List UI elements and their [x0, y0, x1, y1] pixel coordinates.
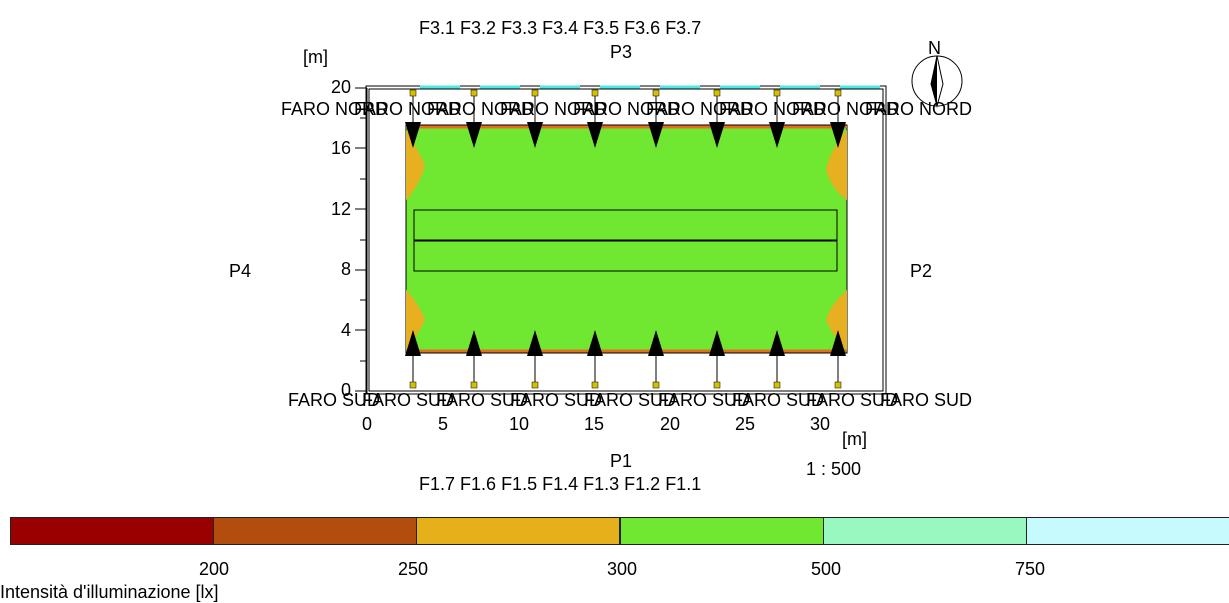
y-axis-unit: [m] [303, 47, 328, 67]
x-tick: 15 [584, 414, 605, 434]
legend-swatch [10, 517, 215, 545]
legend-value: 250 [398, 559, 429, 579]
side-label-left: P4 [229, 261, 252, 281]
faro-label: FARO NORD [646, 99, 754, 119]
lighting-plan [355, 55, 963, 395]
north-label: N [928, 38, 941, 58]
north-arrow-icon [911, 55, 963, 108]
fixture-bottom [405, 330, 421, 389]
contour-left-top [406, 130, 425, 200]
faro-label: FARO SUD [732, 390, 825, 410]
fixture-bottom [527, 330, 543, 389]
y-tick: 0 [340, 380, 351, 400]
faro-label: FARO SUD [658, 390, 751, 410]
fixture-bottom [769, 330, 785, 389]
faro-label: FARO NORD [427, 99, 535, 119]
contour-right-bottom [826, 290, 847, 350]
faro-label: FARO SUD [288, 390, 381, 410]
fixture-top [709, 89, 725, 148]
bottom-fixtures [405, 330, 846, 389]
legend-value: 200 [199, 559, 230, 579]
inner-rect-bottom [413, 240, 838, 272]
fixture-label: F1.6 [460, 474, 502, 494]
side-label-bottom: P1 [610, 451, 633, 471]
fixture-top [466, 89, 482, 148]
fixture-label: F1.7 [419, 474, 461, 494]
fixture-label: F3.5 [583, 18, 625, 38]
top-fixtures [405, 89, 846, 148]
y-tick: 4 [340, 320, 351, 340]
faro-label: FARO NORD [865, 99, 973, 119]
fixture-bottom [466, 330, 482, 389]
y-axis [355, 87, 368, 394]
y-tick: 20 [330, 77, 351, 97]
inner-rect-top [413, 209, 838, 241]
faro-label: FARO SUD [584, 390, 677, 410]
faro-label: FARO NORD [500, 99, 608, 119]
fixture-label: F3.4 [542, 18, 584, 38]
legend-swatch [416, 517, 621, 545]
fixture-label: F3.7 [665, 18, 702, 38]
faro-label: FARO SUD [806, 390, 899, 410]
legend-swatch [619, 517, 824, 545]
fixture-bottom [830, 330, 846, 389]
x-axis-unit: [m] [842, 429, 867, 449]
faro-label: FARO SUD [436, 390, 529, 410]
x-tick: 25 [735, 414, 756, 434]
faro-label: FARO NORD [573, 99, 681, 119]
x-tick: 30 [810, 414, 831, 434]
legend-swatch [822, 517, 1027, 545]
y-tick: 12 [330, 199, 351, 219]
faro-label: FARO NORD [719, 99, 827, 119]
side-label-right: P2 [910, 261, 933, 281]
outer-frame-inner [368, 88, 884, 392]
legend-value: 300 [607, 559, 638, 579]
fixture-top [769, 89, 785, 148]
fixture-label: F1.5 [501, 474, 543, 494]
fixture-label: F3.1 [419, 18, 461, 38]
fixture-top [648, 89, 664, 148]
fixture-bottom [587, 330, 603, 389]
legend-value: 500 [811, 559, 842, 579]
contour-right-top [826, 130, 847, 200]
x-tick: 20 [660, 414, 681, 434]
legend-title: Intensità d'illuminazione [lx] [0, 582, 219, 602]
top-fixture-labels: F3.1 F3.2 F3.3 F3.4 F3.5 F3.6 F3.7 [419, 18, 701, 38]
scale-label: 1 : 500 [806, 459, 862, 479]
y-tick: 8 [340, 259, 351, 279]
fixture-bottom [709, 330, 725, 389]
faro-label: FARO SUD [510, 390, 603, 410]
fixture-top [830, 89, 846, 148]
bottom-fixture-labels: F1.7 F1.6 F1.5 F1.4 F1.3 F1.2 F1.1 [419, 474, 701, 494]
faro-label: FARO NORD [792, 99, 900, 119]
fixture-top [405, 89, 421, 148]
faro-label: FARO NORD [281, 99, 389, 119]
x-tick: 10 [509, 414, 530, 434]
fixture-label: F1.1 [665, 474, 702, 494]
faro-label: FARO NORD [354, 99, 462, 119]
fixture-label: F3.2 [460, 18, 502, 38]
contour-left-bottom [406, 290, 425, 350]
y-tick: 16 [330, 138, 351, 158]
legend-swatch [213, 517, 418, 545]
faro-label: FARO SUD [880, 390, 973, 410]
fixture-label: F1.4 [542, 474, 584, 494]
fixture-label: F1.2 [624, 474, 666, 494]
fixture-label: F3.3 [501, 18, 543, 38]
fixture-top [527, 89, 543, 148]
fixture-top [587, 89, 603, 148]
fixture-label: F3.6 [624, 18, 666, 38]
legend-swatch [1025, 517, 1229, 545]
lit-field [405, 124, 848, 354]
fixture-label: F1.3 [583, 474, 625, 494]
x-tick: 5 [438, 414, 449, 434]
side-label-top: P3 [610, 42, 633, 62]
fixture-bottom [648, 330, 664, 389]
legend-value: 750 [1015, 559, 1046, 579]
illuminance-legend [10, 517, 1229, 547]
faro-label: FARO SUD [362, 390, 455, 410]
x-tick: 0 [362, 414, 373, 434]
